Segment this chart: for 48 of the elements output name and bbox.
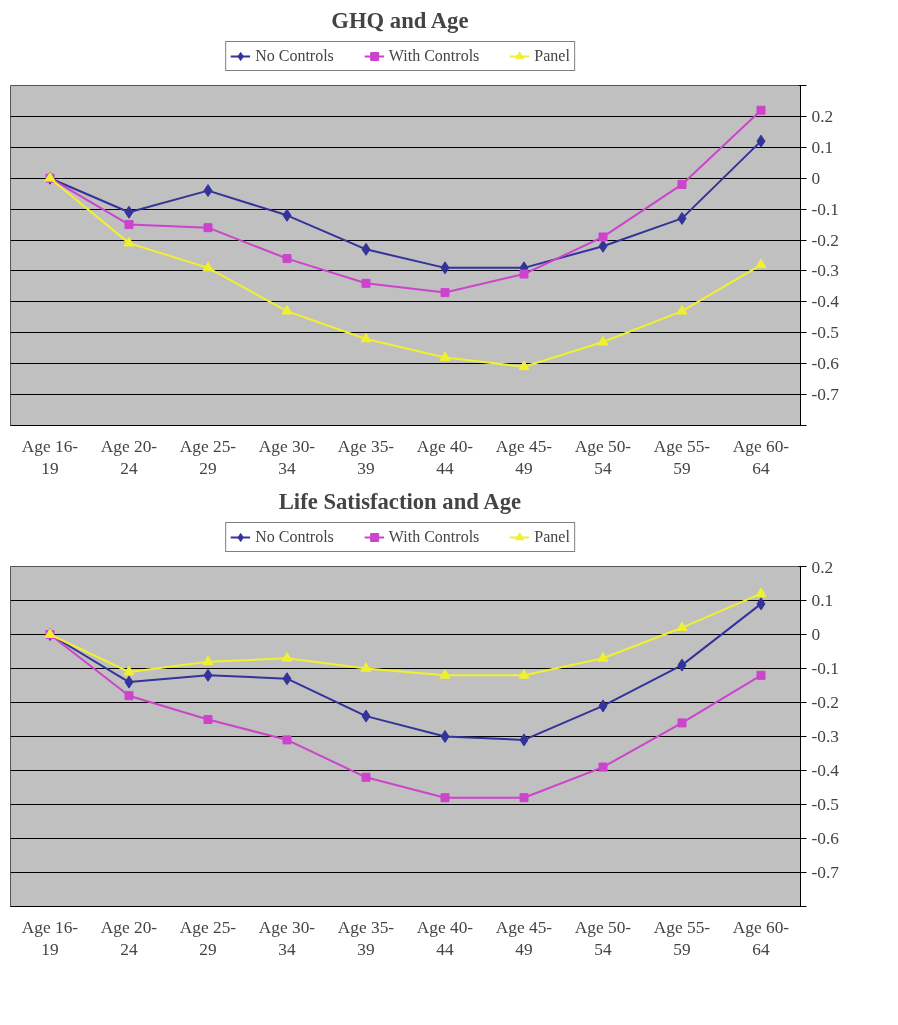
x-tick-label: Age 40-44 [416,436,474,479]
y-tick-label: 0.2 [811,106,834,126]
x-tick-label: Age 35-39 [337,436,395,479]
x-tick-label: Age 45-49 [495,436,553,479]
chart-title: GHQ and Age [331,7,469,33]
legend-label: No Controls [255,528,334,546]
x-tick-label: Age 30-34 [258,917,316,960]
x-tick-label: Age 16-19 [21,436,79,479]
y-tick-label: -0.1 [811,659,839,678]
x-tick-label: Age 40-44 [416,917,474,960]
x-tick-label: Age 45-49 [495,917,553,960]
x-tick-label: Age 16-19 [21,917,79,960]
x-tick-label: Age 50-54 [574,436,632,479]
y-tick-label: -0.3 [811,727,839,746]
x-tick-label: Age 55-59 [653,436,711,479]
y-tick-label: -0.4 [811,292,840,312]
x-tick-label: Age 20-24 [100,917,158,960]
y-tick-label: 0 [811,625,821,644]
x-tick-label: Age 20-24 [100,436,158,479]
x-tick-label: Age 60-64 [732,436,790,479]
y-tick-label: -0.7 [811,385,840,405]
y-tick-label: -0.5 [811,795,839,814]
legend-label: Panel [534,47,570,65]
legend-label: Panel [534,528,570,546]
x-tick-label: Age 60-64 [732,917,790,960]
x-tick-label: Age 35-39 [337,917,395,960]
legend-label: With Controls [388,47,480,65]
x-tick-label: Age 50-54 [574,917,632,960]
y-tick-label: 0 [811,168,821,188]
y-tick-label: -0.7 [811,863,840,882]
y-tick-label: -0.6 [811,829,840,848]
legend-label: No Controls [255,47,334,65]
x-tick-label: Age 30-34 [258,436,316,479]
y-tick-label: -0.5 [811,323,839,343]
x-tick-label: Age 55-59 [653,917,711,960]
y-tick-label: 0.1 [811,137,834,157]
y-tick-label: -0.2 [811,693,839,712]
y-tick-label: -0.1 [811,199,839,219]
y-tick-label: -0.4 [811,761,840,780]
x-tick-label: Age 25-29 [179,436,237,479]
chart-title: Life Satisfaction and Age [278,488,522,514]
legend-label: With Controls [388,528,480,546]
y-tick-label: -0.6 [811,354,840,374]
y-tick-label: 0.1 [811,591,834,610]
y-tick-label: 0.2 [811,557,834,577]
y-tick-label: -0.3 [811,261,839,281]
y-tick-label: -0.2 [811,230,839,250]
x-tick-label: Age 25-29 [179,917,237,960]
